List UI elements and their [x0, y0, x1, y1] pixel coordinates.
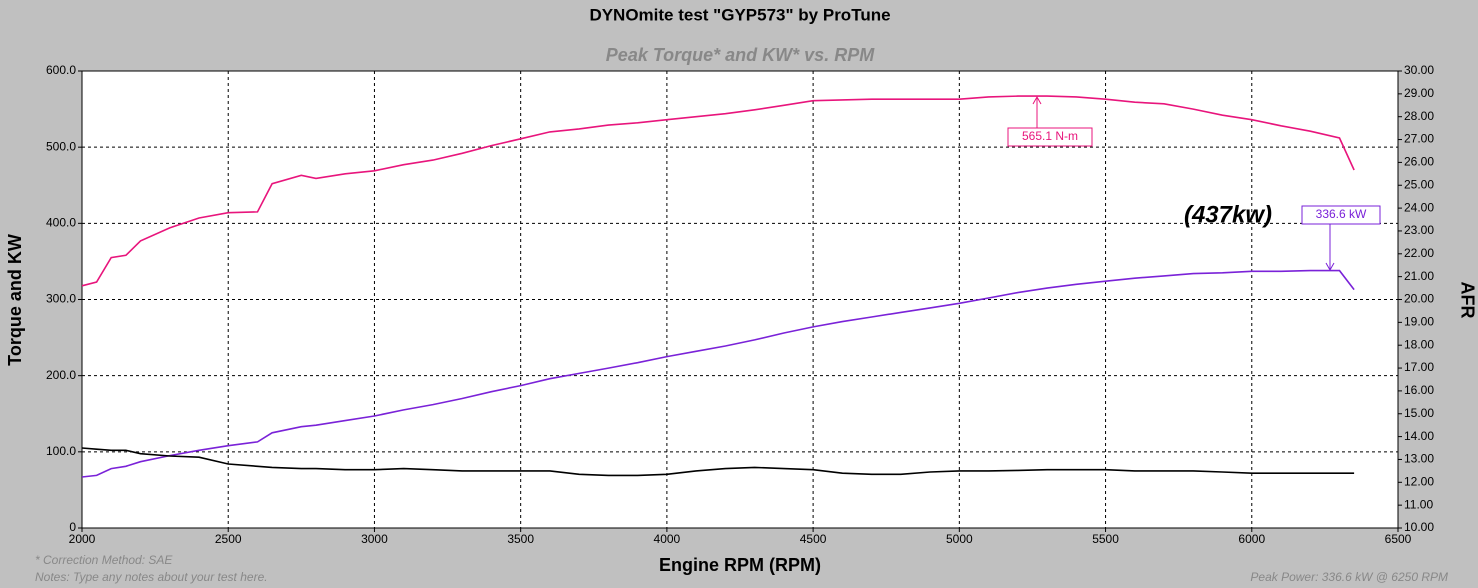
x-tick-label: 4500	[800, 532, 827, 546]
series-line	[81, 95, 1355, 287]
y-tick-label: 0	[69, 520, 76, 534]
y2-tick-label: 20.00	[1404, 292, 1434, 306]
y2-tick-label: 19.00	[1404, 315, 1434, 329]
annotation-box	[1301, 205, 1381, 225]
annotation: (437kw)	[1184, 201, 1272, 228]
plot-area	[81, 70, 1399, 529]
y-tick-label: 500.0	[46, 139, 76, 153]
y2-tick-label: 30.00	[1404, 63, 1434, 77]
x-tick-label: 5500	[1092, 532, 1119, 546]
x-tick-label: 2000	[69, 532, 96, 546]
y2-tick-label: 10.00	[1404, 520, 1434, 534]
annotation: 565.1 N-m	[1022, 129, 1078, 143]
series-line	[81, 269, 1355, 478]
y2-axis-label: AFR	[1457, 282, 1477, 319]
chart-subtitle: Peak Torque* and KW* vs. RPM	[606, 45, 875, 65]
y2-tick-label: 23.00	[1404, 223, 1434, 237]
x-tick-label: 6500	[1385, 532, 1412, 546]
y2-tick-label: 27.00	[1404, 132, 1434, 146]
y2-tick-label: 18.00	[1404, 337, 1434, 351]
y2-tick-label: 26.00	[1404, 155, 1434, 169]
y-tick-label: 300.0	[46, 292, 76, 306]
y-tick-label: 600.0	[46, 63, 76, 77]
series-line	[81, 447, 1355, 477]
y2-tick-label: 16.00	[1404, 383, 1434, 397]
y2-tick-label: 28.00	[1404, 109, 1434, 123]
x-tick-label: 5000	[946, 532, 973, 546]
y-tick-label: 200.0	[46, 368, 76, 382]
annotation: 336.6 kW	[1316, 207, 1367, 221]
annotation-arrowhead	[1325, 262, 1335, 272]
y-tick-label: 100.0	[46, 444, 76, 458]
summary: Peak Power: 336.6 kW @ 6250 RPM	[1250, 570, 1448, 584]
chart-title: DYNOmite test "GYP573" by ProTune	[589, 5, 890, 24]
y-tick-label: 400.0	[46, 216, 76, 230]
x-axis-label: Engine RPM (RPM)	[659, 555, 821, 575]
x-tick-label: 3500	[507, 532, 534, 546]
x-tick-label: 2500	[215, 532, 242, 546]
y2-tick-label: 15.00	[1404, 406, 1434, 420]
y2-tick-label: 14.00	[1404, 429, 1434, 443]
y2-tick-label: 12.00	[1404, 474, 1434, 488]
annotation-arrowhead	[1032, 95, 1042, 105]
x-tick-label: 4000	[654, 532, 681, 546]
y2-tick-label: 17.00	[1404, 360, 1434, 374]
x-tick-label: 6000	[1238, 532, 1265, 546]
note: * Correction Method: SAE	[35, 553, 173, 567]
y2-tick-label: 22.00	[1404, 246, 1434, 260]
y2-tick-label: 11.00	[1404, 497, 1433, 511]
y2-tick-label: 25.00	[1404, 177, 1434, 191]
note: Notes: Type any notes about your test he…	[35, 570, 268, 584]
y2-tick-label: 21.00	[1404, 269, 1434, 283]
y2-tick-label: 13.00	[1404, 452, 1434, 466]
y2-tick-label: 24.00	[1404, 200, 1434, 214]
y2-tick-label: 29.00	[1404, 86, 1434, 100]
annotation-box	[1007, 127, 1093, 147]
x-tick-label: 3000	[361, 532, 388, 546]
y-axis-label: Torque and KW	[5, 234, 25, 366]
